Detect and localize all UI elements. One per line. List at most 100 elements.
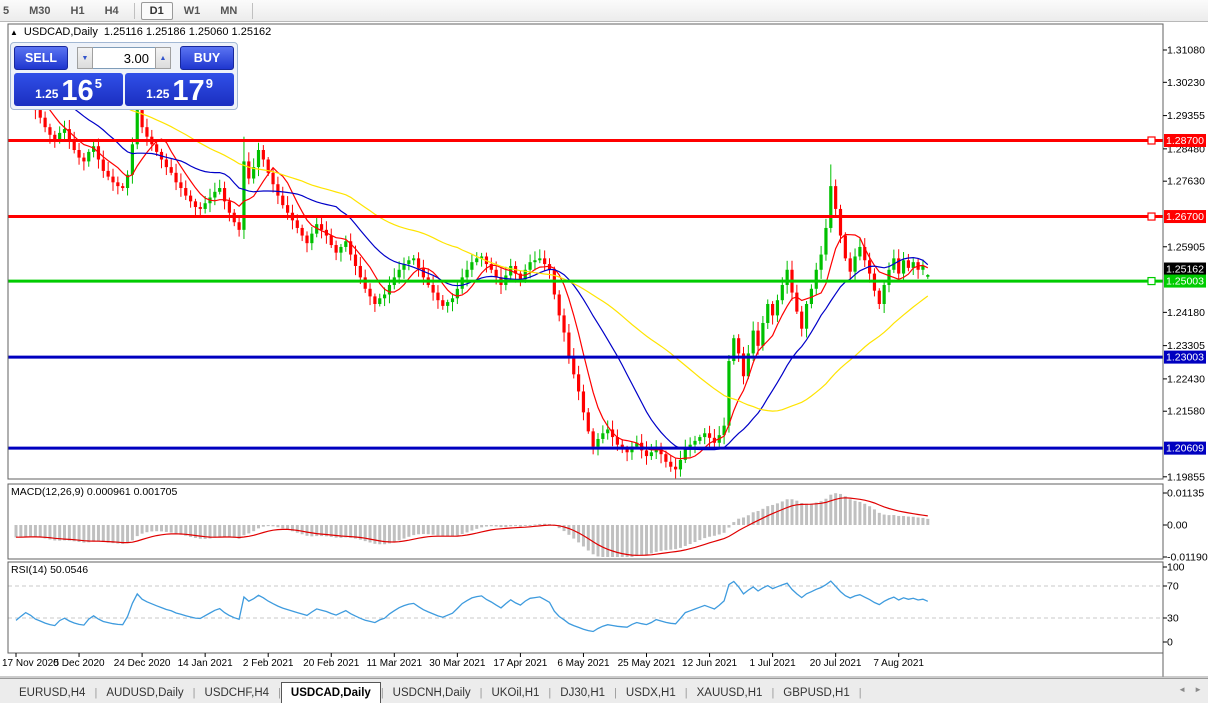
price-axis: 1.310801.302301.293551.284801.276301.259… — [1163, 45, 1208, 649]
chart-tab-dj30h1[interactable]: DJ30,H1 — [560, 687, 606, 699]
svg-text:6 May 2021: 6 May 2021 — [557, 658, 610, 669]
svg-text:1.25162: 1.25162 — [1166, 264, 1204, 276]
svg-text:1.19855: 1.19855 — [1167, 471, 1205, 483]
chart-tab-xauusdh1[interactable]: XAUUSD,H1 — [696, 687, 763, 699]
chart-tab-gbpusdh1[interactable]: GBPUSD,H1 — [783, 687, 850, 699]
svg-text:1.23003: 1.23003 — [1166, 352, 1204, 364]
svg-text:1.22430: 1.22430 — [1167, 373, 1205, 385]
pane-borders — [0, 23, 1208, 678]
svg-text:100: 100 — [1167, 562, 1185, 574]
svg-text:-0.01190: -0.01190 — [1167, 552, 1208, 564]
tab-separator: | — [278, 687, 281, 699]
svg-text:1.28700: 1.28700 — [1166, 135, 1204, 147]
chart-tab-ukoilh1[interactable]: UKOil,H1 — [491, 687, 540, 699]
svg-text:1.31080: 1.31080 — [1167, 45, 1205, 57]
tab-separator: | — [614, 687, 617, 699]
chart-tab-eurusdh4[interactable]: EURUSD,H4 — [19, 687, 86, 699]
chart-tab-usdxh1[interactable]: USDX,H1 — [625, 687, 676, 699]
buy-button[interactable]: BUY — [180, 46, 234, 70]
volume-input[interactable] — [93, 47, 155, 69]
rsi-indicator-label: RSI(14) 50.0546 — [11, 564, 89, 576]
sell-price-sup: 5 — [94, 76, 102, 91]
timeframe-button-H4[interactable]: H4 — [104, 4, 119, 17]
sell-price-big: 16 — [61, 75, 94, 107]
svg-text:1.23305: 1.23305 — [1167, 340, 1205, 352]
rsi-pane-layer — [8, 580, 1163, 633]
svg-text:1.25905: 1.25905 — [1167, 241, 1205, 253]
collapse-icon[interactable]: ▲ — [10, 27, 18, 37]
timeframe-button-H1[interactable]: H1 — [70, 4, 85, 17]
timeframe-button-W1[interactable]: W1 — [183, 4, 201, 17]
svg-text:20 Jul 2021: 20 Jul 2021 — [810, 658, 862, 669]
chart-tab-audusddaily[interactable]: AUDUSD,Daily — [106, 687, 184, 699]
svg-text:2 Feb 2021: 2 Feb 2021 — [243, 658, 294, 669]
svg-text:14 Jan 2021: 14 Jan 2021 — [178, 658, 233, 669]
tab-scroll-left-icon[interactable]: ◄ — [1178, 685, 1187, 694]
svg-text:1.29355: 1.29355 — [1167, 110, 1205, 122]
one-click-trade-panel: SELL ▼ ▲ BUY 1.25 16 5 1.25 17 9 — [10, 42, 238, 110]
svg-text:30: 30 — [1167, 613, 1179, 625]
svg-text:1.26700: 1.26700 — [1166, 211, 1204, 223]
sell-price-display[interactable]: 1.25 16 5 — [14, 73, 123, 106]
svg-text:11 Mar 2021: 11 Mar 2021 — [367, 658, 423, 669]
chart-symbol-label: USDCAD,Daily — [23, 26, 98, 38]
chart-header: ▲ USDCAD,Daily 1.25116 1.25186 1.25060 1… — [10, 26, 271, 38]
volume-decrease-icon[interactable]: ▼ — [77, 47, 93, 69]
rsi-line — [15, 580, 929, 633]
tab-separator: | — [771, 687, 775, 699]
sell-button[interactable]: SELL — [14, 46, 68, 70]
volume-increase-icon[interactable]: ▲ — [155, 47, 171, 69]
chart-canvas[interactable]: 1.310801.302301.293551.284801.276301.259… — [0, 22, 1208, 678]
chart-ohlc-values: 1.25116 1.25186 1.25060 1.25162 — [103, 26, 272, 38]
level-lines-layer — [8, 136, 1163, 450]
macd-indicator-label: MACD(12,26,9) 0.000961 0.001705 — [11, 486, 178, 498]
tab-separator: | — [380, 687, 384, 699]
tab-separator: | — [858, 687, 862, 699]
svg-text:70: 70 — [1167, 581, 1179, 593]
toolbar-separator — [252, 2, 254, 19]
macd-signal-line — [16, 497, 928, 556]
chart-window: 1.31080 1.30230 1.29355 1.28480 1.27630 1.259… — [0, 22, 1208, 678]
toolbar-separator — [133, 2, 135, 19]
symbol-tab-bar: EURUSD,H4 | AUDUSD,Daily | USDCHF,H4 | USDCAD,… — [0, 678, 1208, 703]
svg-text:17 Apr 2021: 17 Apr 2021 — [493, 658, 547, 669]
svg-text:20 Feb 2021: 20 Feb 2021 — [303, 658, 360, 669]
svg-text:7 Aug 2021: 7 Aug 2021 — [873, 658, 924, 669]
timeframe-button-D1[interactable]: D1 — [140, 1, 173, 20]
tab-separator: | — [684, 687, 688, 699]
tab-separator: | — [94, 687, 98, 699]
tab-scroll-right-icon[interactable]: ► — [1194, 685, 1202, 694]
svg-text:12 Jun 2021: 12 Jun 2021 — [682, 658, 737, 669]
timeframe-button-M30[interactable]: M30 — [29, 4, 51, 17]
svg-text:1.20609: 1.20609 — [1166, 443, 1204, 455]
buy-price-big: 17 — [172, 75, 205, 107]
svg-text:25 May 2021: 25 May 2021 — [618, 658, 676, 669]
svg-text:17 Nov 2020: 17 Nov 2020 — [2, 658, 59, 669]
svg-text:1.27630: 1.27630 — [1167, 176, 1205, 188]
buy-price-display[interactable]: 1.25 17 9 — [125, 73, 234, 106]
svg-text:1.25003: 1.25003 — [1166, 276, 1204, 288]
svg-text:1.24180: 1.24180 — [1167, 307, 1205, 319]
timeframe-toolbar: 5 M30 H1 H4 D1 W1 MN — [0, 0, 1208, 22]
macd-pane-layer — [14, 493, 930, 557]
chart-tab-usdchfh4[interactable]: USDCHF,H4 — [204, 687, 270, 699]
ma-fast-line — [15, 89, 929, 460]
chart-tab-usdcaddaily[interactable]: USDCAD,Daily — [280, 682, 381, 703]
svg-text:0: 0 — [1167, 637, 1173, 649]
svg-text:0.00: 0.00 — [1167, 520, 1188, 532]
svg-text:1 Jul 2021: 1 Jul 2021 — [750, 658, 797, 669]
buy-price-prefix: 1.25 — [146, 87, 170, 101]
svg-text:24 Dec 2020: 24 Dec 2020 — [114, 658, 171, 669]
buy-price-sup: 9 — [205, 76, 213, 91]
timeframe-button-MN[interactable]: MN — [220, 4, 238, 17]
svg-text:5 Dec 2020: 5 Dec 2020 — [53, 658, 105, 669]
svg-text:30 Mar 2021: 30 Mar 2021 — [429, 658, 486, 669]
timeframe-button-5[interactable]: 5 — [3, 4, 10, 17]
chart-tab-usdcnhdaily[interactable]: USDCNH,Daily — [392, 687, 471, 699]
tab-separator: | — [548, 687, 552, 699]
svg-text:1.30230: 1.30230 — [1167, 77, 1205, 89]
svg-text:1.21580: 1.21580 — [1167, 406, 1205, 418]
ma-slow-line — [15, 42, 929, 412]
